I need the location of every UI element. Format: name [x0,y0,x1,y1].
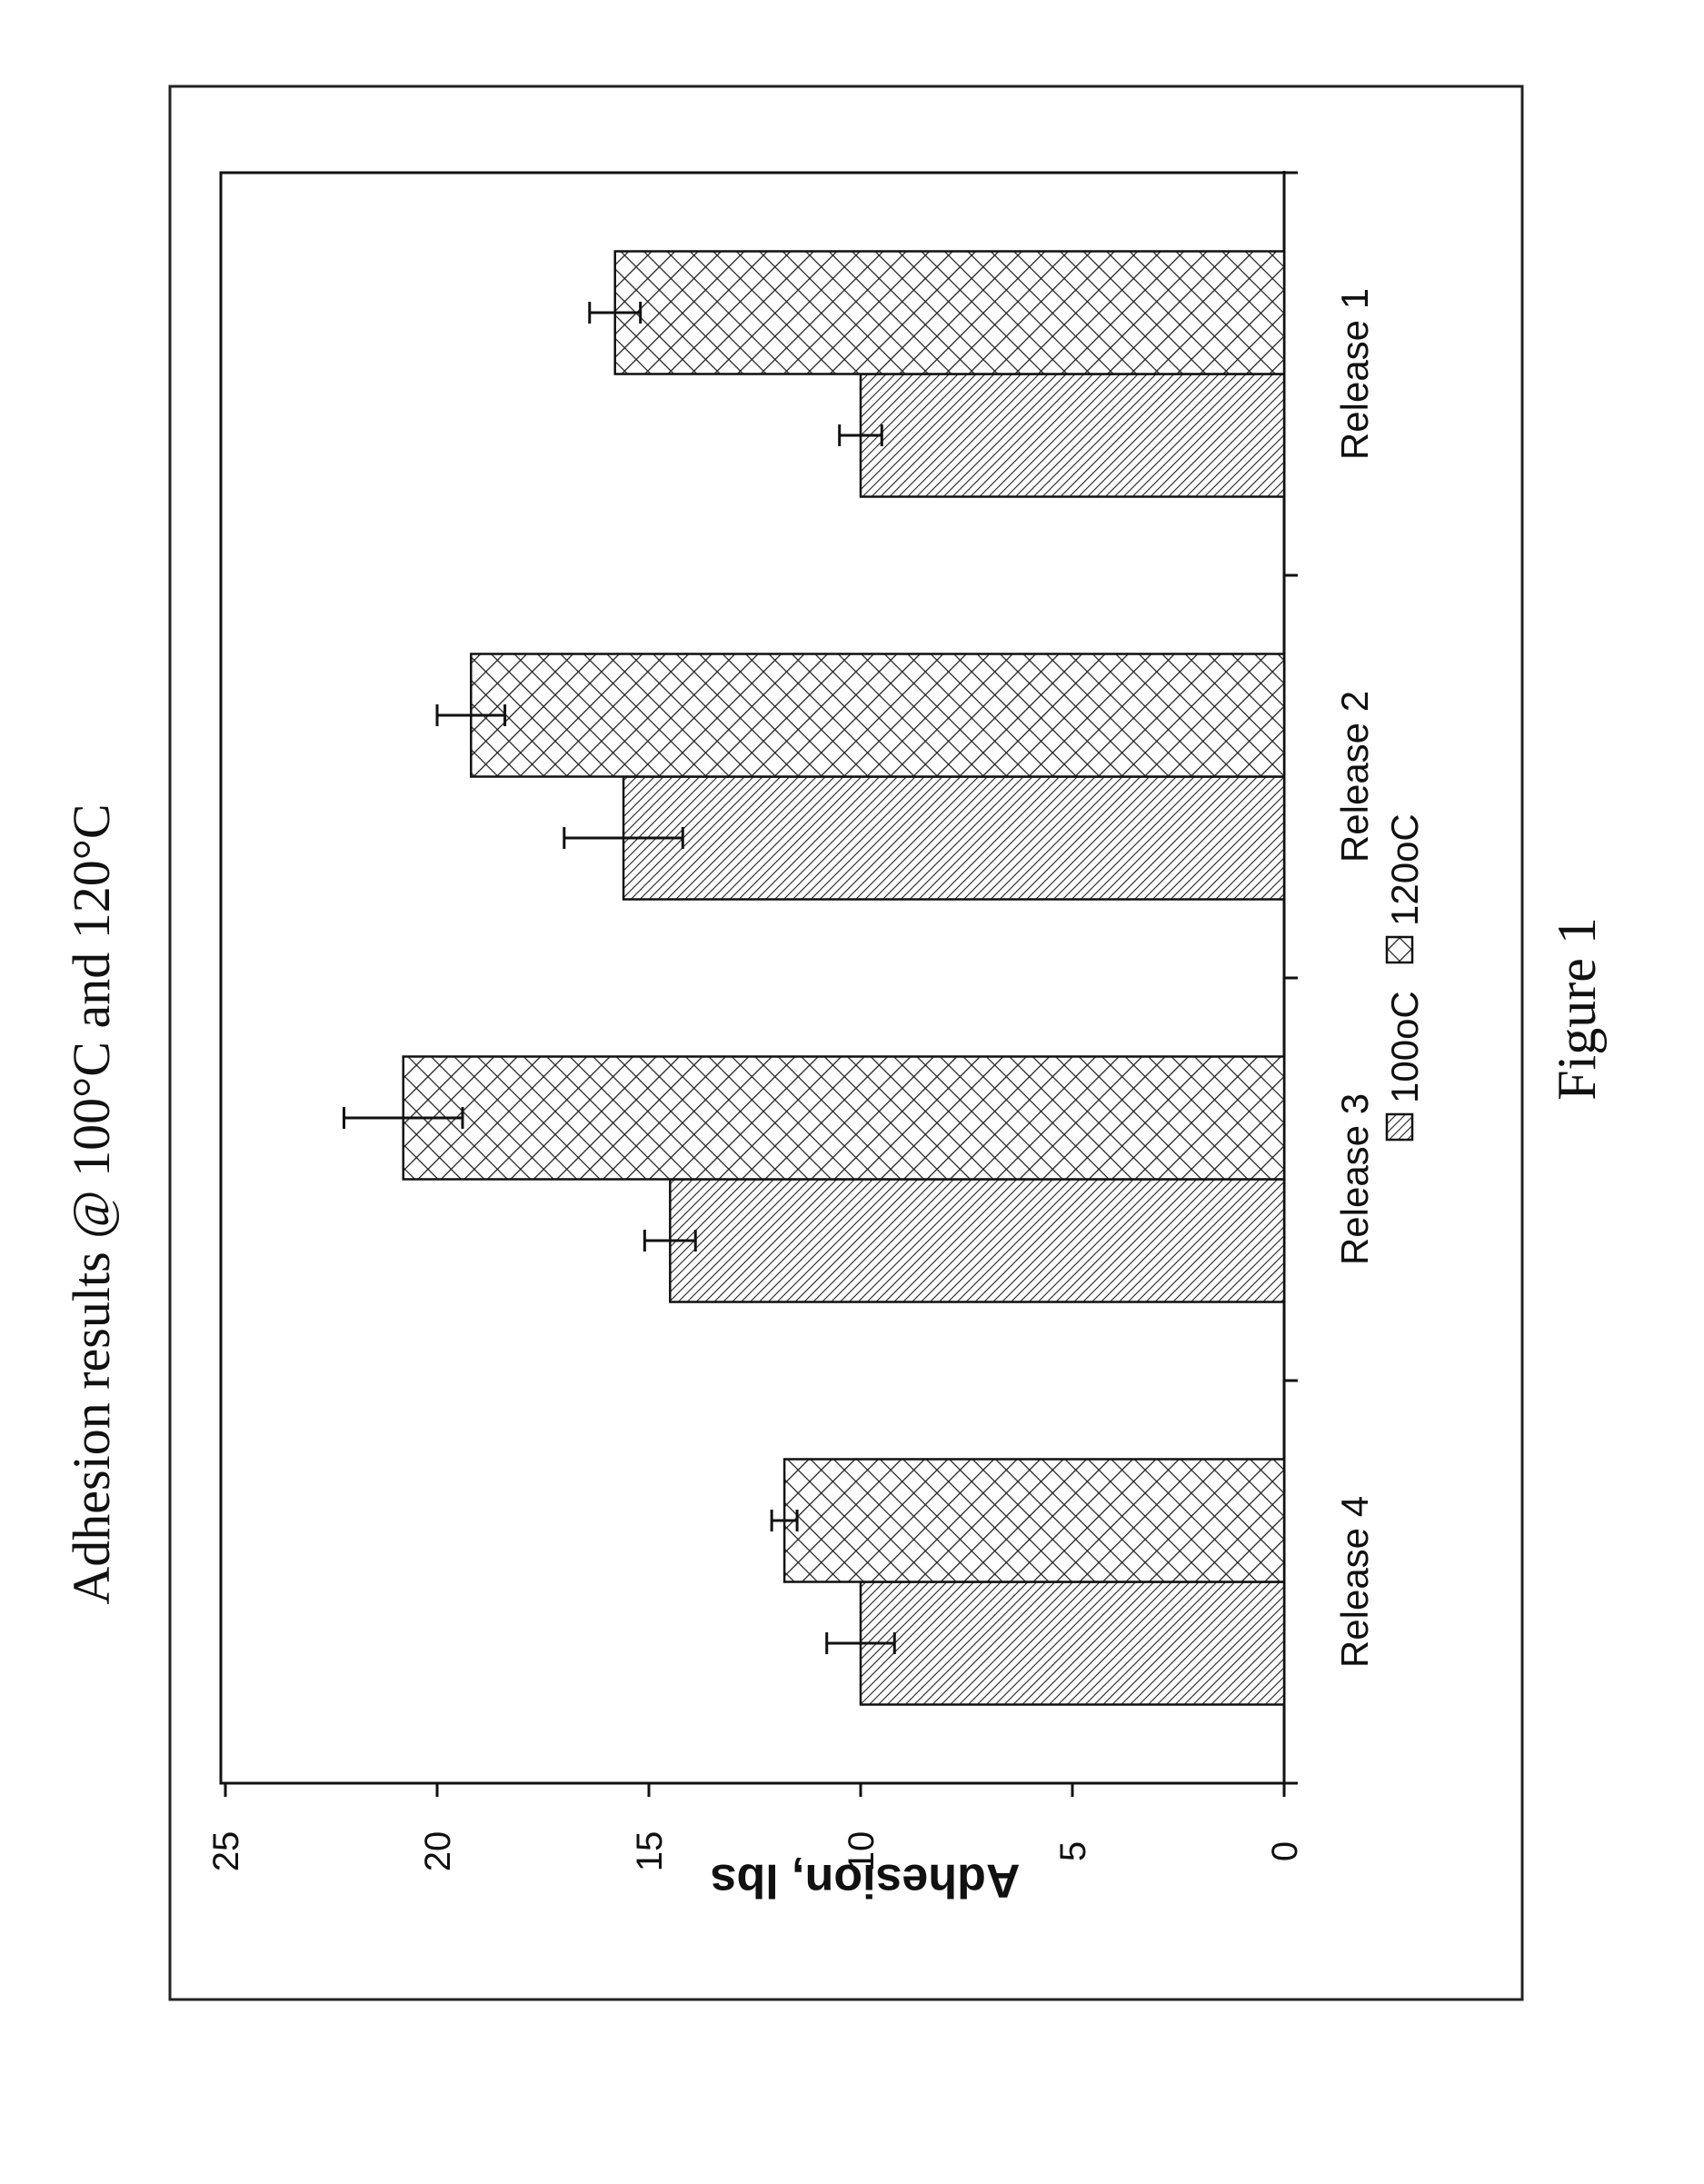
y-tick-label: 10 [842,1831,882,1872]
y-tick-label: 25 [206,1831,246,1872]
chart-title: Adhesion results @ 100°C and 120°C [62,803,121,1604]
bar-100oC-4 [861,1582,1284,1705]
bar-100oC-1 [861,374,1284,497]
legend-swatch-120oC [1387,937,1412,962]
x-tick-label: Release 1 [1333,288,1376,460]
bar-100oC-2 [623,777,1284,900]
x-tick-label: Release 3 [1333,1093,1376,1265]
y-tick-label: 0 [1265,1841,1305,1861]
legend-label-100oC: 100oC [1383,991,1426,1103]
x-tick-label: Release 2 [1333,691,1376,863]
y-tick-label: 15 [630,1831,670,1872]
legend-swatch-100oC [1387,1114,1412,1140]
bar-100oC-3 [670,1180,1284,1302]
bar-120oC-3 [404,1057,1284,1180]
legend-label-120oC: 120oC [1383,813,1426,926]
y-tick-label: 20 [418,1831,458,1872]
bar-120oC-4 [784,1460,1284,1582]
figure-caption: Figure 1 [1547,917,1607,1101]
bar-120oC-2 [471,654,1284,777]
x-tick-label: Release 4 [1333,1496,1376,1668]
bar-120oC-1 [615,252,1284,374]
y-tick-label: 5 [1053,1841,1093,1861]
